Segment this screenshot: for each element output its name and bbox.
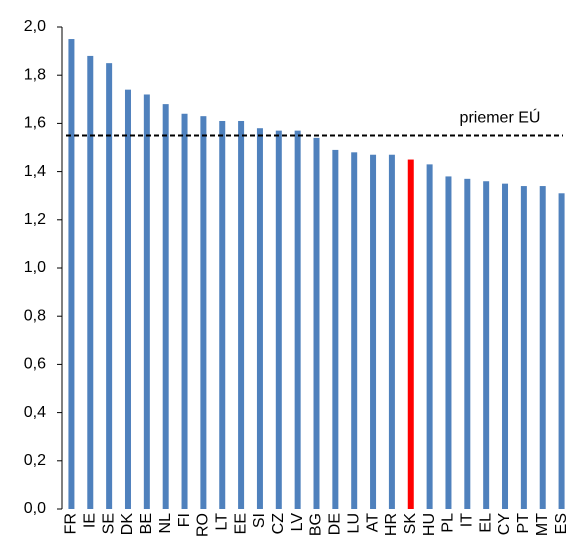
y-tick-label: 1,2 <box>24 211 46 228</box>
y-tick-label: 1,4 <box>24 163 46 180</box>
x-tick-label: PT <box>515 513 532 534</box>
bar <box>143 94 150 509</box>
x-tick-label: LU <box>345 513 362 533</box>
bar <box>275 130 282 509</box>
bar <box>294 130 301 509</box>
x-tick-label: PL <box>440 513 457 533</box>
x-tick-label: IE <box>81 513 98 528</box>
bar <box>87 55 94 510</box>
bar <box>520 186 527 509</box>
x-tick-label: SK <box>402 513 419 535</box>
x-tick-label: LV <box>289 513 306 532</box>
bar <box>256 128 263 509</box>
bar <box>502 183 509 509</box>
bar <box>238 120 245 510</box>
reference-label: priemer EÚ <box>460 108 541 127</box>
y-tick-label: 0,6 <box>24 356 46 373</box>
bar <box>351 152 358 509</box>
y-tick-label: 0,2 <box>24 452 46 469</box>
y-tick-label: 0,8 <box>24 307 46 324</box>
x-tick-label: DE <box>327 513 344 535</box>
bar <box>313 137 320 510</box>
x-tick-label: CY <box>496 513 513 536</box>
bar <box>124 89 131 509</box>
bar <box>68 39 75 510</box>
bar <box>370 154 377 510</box>
x-tick-label: RO <box>195 513 212 537</box>
y-tick-label: 0,4 <box>24 404 46 421</box>
bar <box>445 176 452 510</box>
bar <box>332 149 339 509</box>
bar <box>106 63 113 510</box>
x-tick-label: BE <box>138 513 155 534</box>
x-tick-label: AT <box>364 513 381 532</box>
bar <box>558 193 565 510</box>
bar <box>464 178 471 509</box>
x-tick-label: MT <box>534 513 551 536</box>
bar <box>388 154 395 510</box>
x-tick-label: LT <box>213 513 230 531</box>
y-tick-label: 1,8 <box>24 66 46 83</box>
x-tick-label: SI <box>251 513 268 528</box>
x-tick-label: EL <box>477 513 494 533</box>
bar <box>539 186 546 509</box>
x-tick-label: FI <box>176 513 193 527</box>
bar <box>219 120 226 510</box>
x-tick-label: IT <box>459 513 476 527</box>
x-tick-label: DK <box>119 513 136 536</box>
x-tick-label: NL <box>157 513 174 534</box>
bar <box>162 104 169 510</box>
x-tick-label: EE <box>232 513 249 534</box>
x-tick-label: FR <box>63 513 80 534</box>
bar <box>407 159 414 510</box>
y-tick-label: 1,0 <box>24 259 46 276</box>
bar <box>426 164 433 509</box>
x-tick-label: HU <box>421 513 438 536</box>
x-tick-label: CZ <box>270 513 287 535</box>
bar <box>181 113 188 509</box>
y-tick-label: 2,0 <box>24 18 46 35</box>
y-tick-label: 0,0 <box>24 500 46 517</box>
x-tick-label: BG <box>308 513 325 536</box>
x-tick-label: ES <box>553 513 570 534</box>
x-tick-label: SE <box>100 513 117 534</box>
bar <box>200 116 207 510</box>
y-tick-label: 1,6 <box>24 115 46 132</box>
x-tick-label: HR <box>383 513 400 536</box>
bar <box>483 181 490 510</box>
